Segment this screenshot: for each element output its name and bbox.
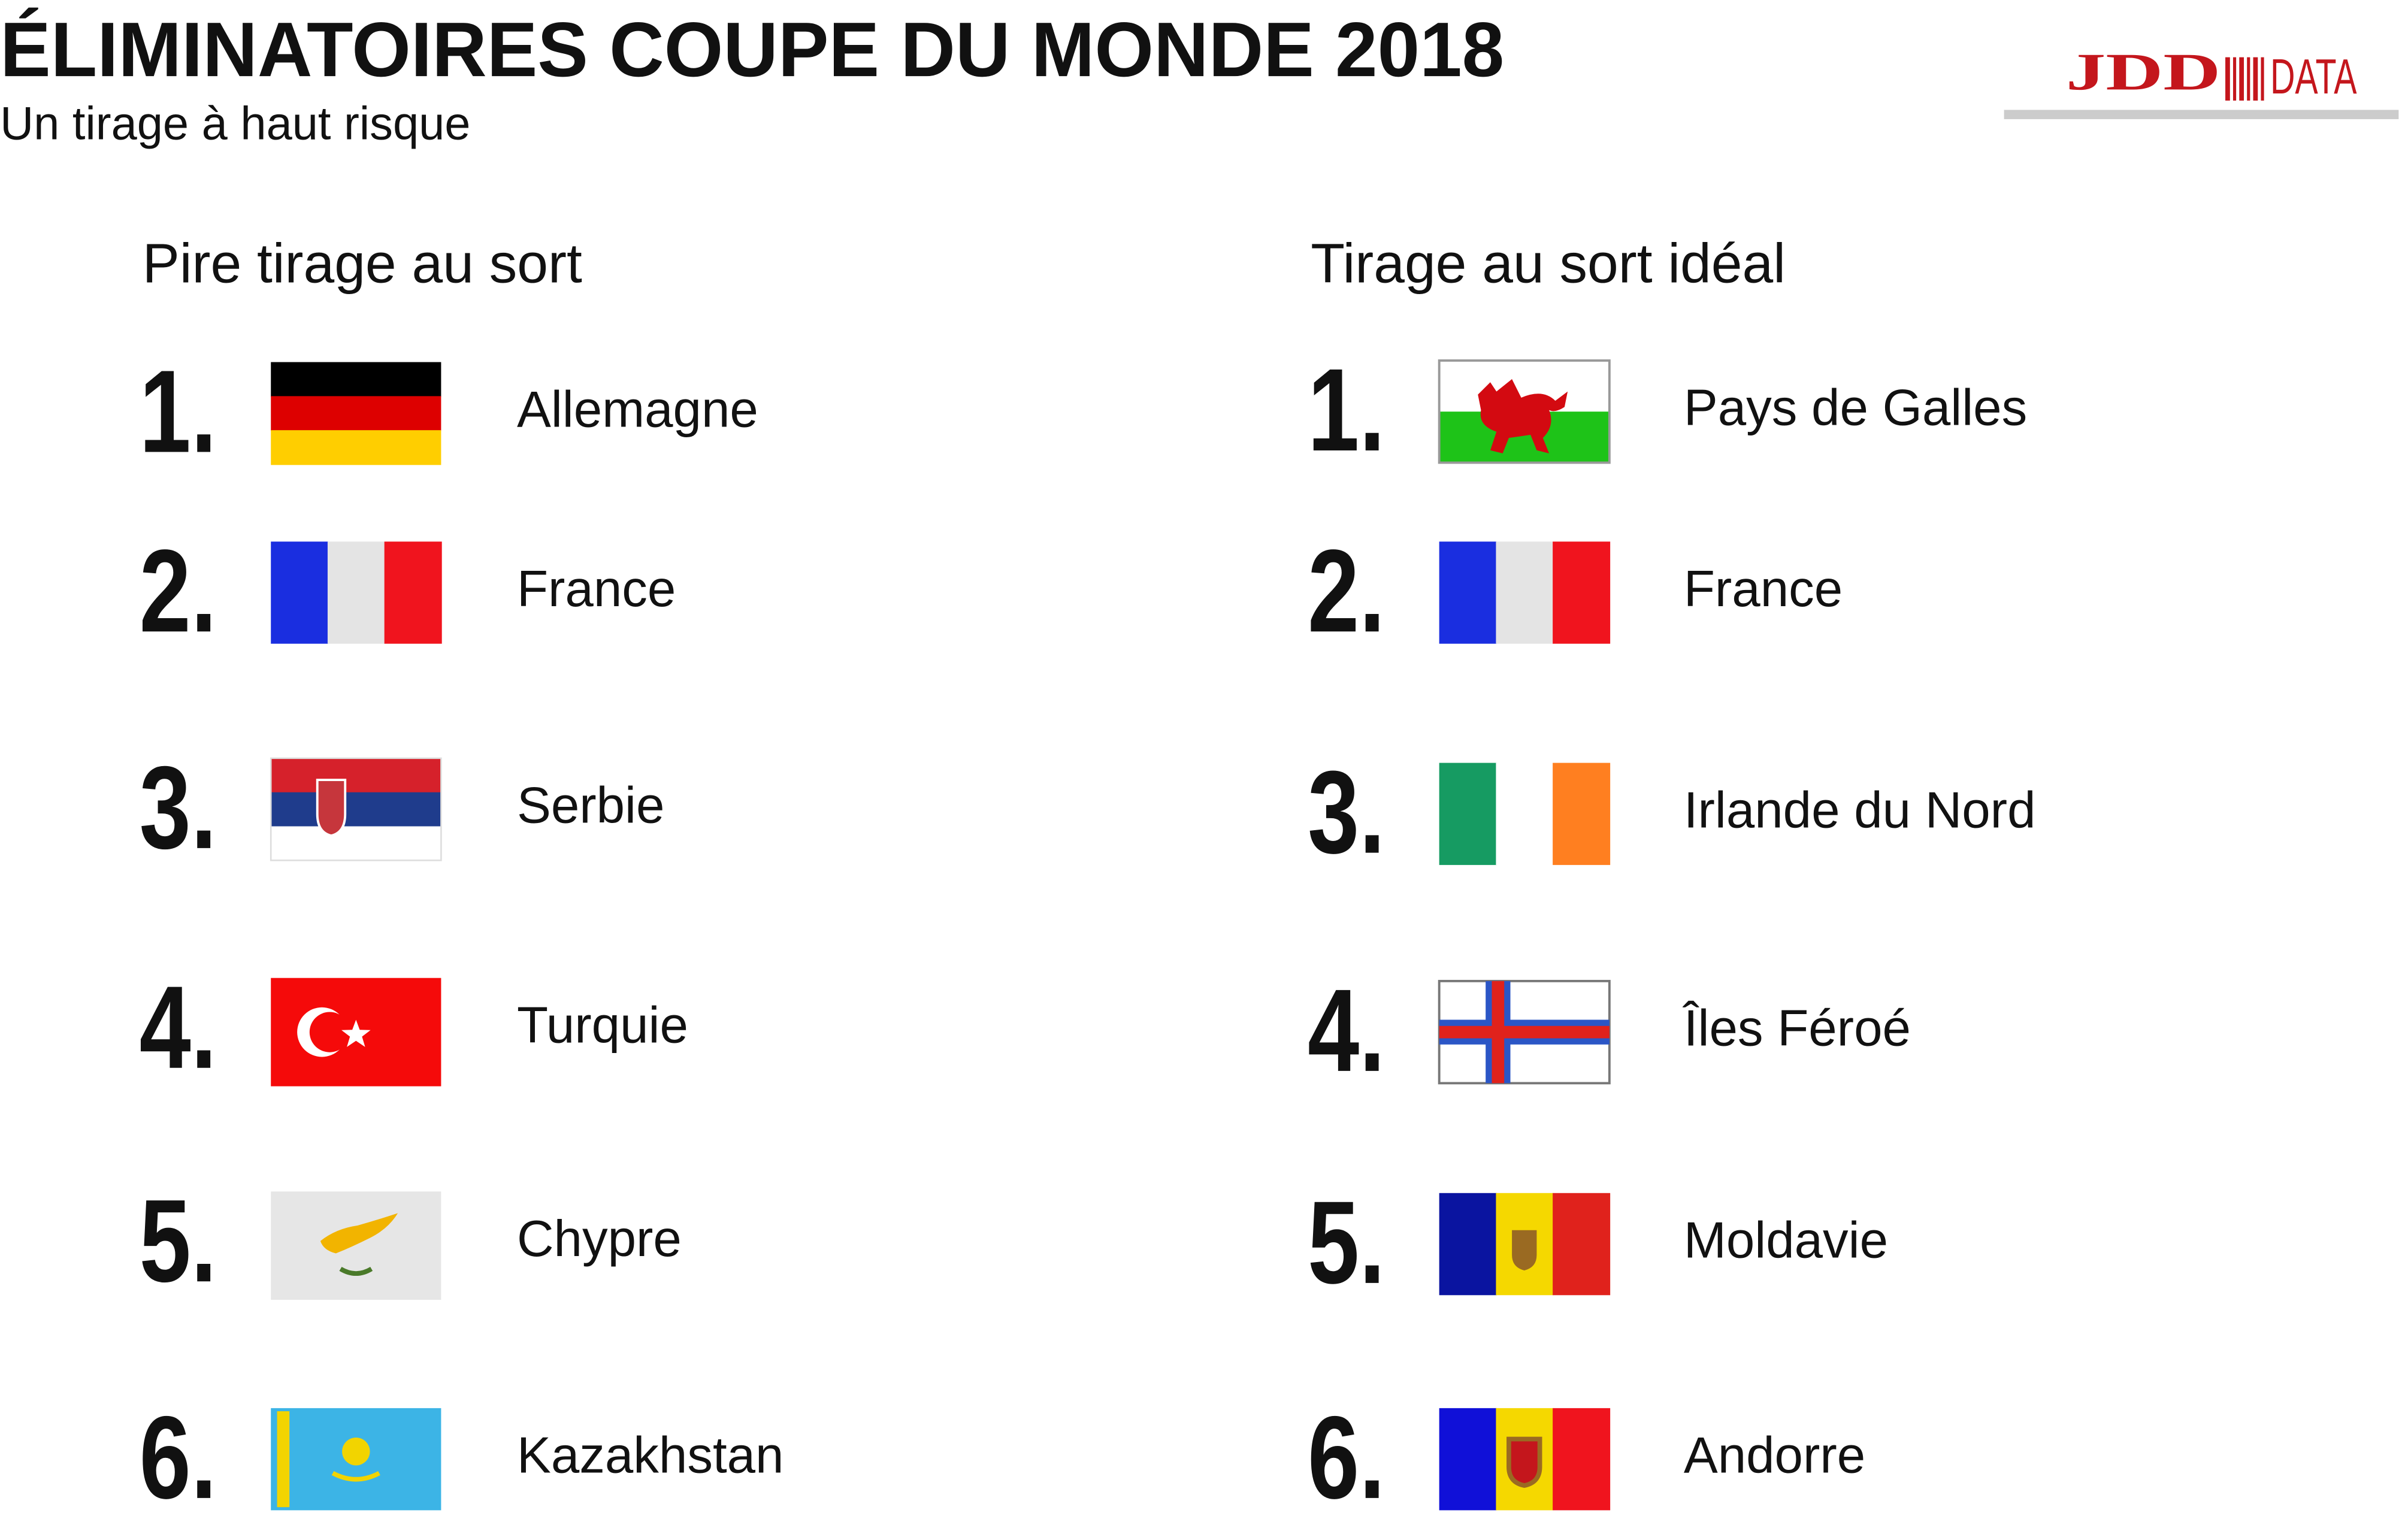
country-name: Allemagne <box>517 381 758 438</box>
flag-part <box>271 826 441 861</box>
country-name: Pays de Galles <box>1684 380 2027 437</box>
flag <box>1439 1408 1611 1511</box>
country-name: Turquie <box>517 997 688 1054</box>
ranking-row: 3. Irlande du Nord <box>1308 746 2035 878</box>
rank: 3. <box>1308 746 1385 878</box>
ranking-row: 6. Kazakhstan <box>140 1391 784 1523</box>
flag-part <box>1496 763 1554 866</box>
logo-suffix: DATA <box>2270 49 2357 104</box>
rank: 6. <box>140 1391 217 1523</box>
rank: 3. <box>140 742 217 873</box>
logo: JDD <box>2066 43 2221 101</box>
country-name: Moldavie <box>1684 1212 1888 1269</box>
ranking-row: 1. Pays de Galles <box>1308 344 2027 476</box>
ranking-row: 5. Moldavie <box>1308 1176 1888 1308</box>
flag <box>1439 763 1611 866</box>
rank: 6. <box>1308 1391 1385 1523</box>
country-name: Îles Féroé <box>1683 1000 1911 1057</box>
country-name: Chypre <box>517 1211 682 1267</box>
rank: 5. <box>1308 1176 1385 1308</box>
flag <box>1438 979 1611 1085</box>
flag <box>271 1191 441 1300</box>
flag-part <box>341 1019 371 1047</box>
title: ÉLIMINATOIRES COUPE DU MONDE 2018 <box>0 7 1504 93</box>
flag-part <box>1553 1193 1611 1296</box>
rank: 4. <box>1308 964 1385 1096</box>
rank: 2. <box>1308 525 1385 656</box>
country-name: Serbie <box>517 777 664 834</box>
list-heading: Tirage au sort idéal <box>1311 232 1786 294</box>
rank: 1. <box>1308 344 1385 476</box>
flag-part <box>1439 1193 1497 1296</box>
flag-part <box>271 396 441 431</box>
flag-part <box>1478 379 1568 453</box>
flag <box>271 541 442 644</box>
flag-part <box>271 792 441 827</box>
ranking-row: 3. Serbie <box>140 742 665 873</box>
country-name: France <box>1684 561 1843 618</box>
flag-part <box>271 758 441 793</box>
flag <box>1439 1193 1611 1296</box>
subtitle: Un tirage à haut risque <box>0 98 470 149</box>
flag-part <box>271 541 329 644</box>
ranking-list: Pire tirage au sort 1. Allemagne 2. France 3.… <box>140 232 784 1523</box>
flag <box>271 1408 441 1511</box>
flag-emblem <box>316 779 347 837</box>
flag-part <box>320 1213 398 1254</box>
ranking-row: 4. Turquie <box>140 961 688 1093</box>
flag-part <box>1439 1025 1610 1039</box>
flag <box>270 757 442 861</box>
flag-part <box>277 1411 290 1508</box>
logo-shadow <box>2004 110 2399 119</box>
country-name: Irlande du Nord <box>1684 782 2036 839</box>
ranking-row: 2. France <box>1308 525 1843 656</box>
ranking-row: 6. Andorre <box>1308 1391 1865 1523</box>
flag-part <box>342 1437 370 1466</box>
flag <box>1439 541 1611 644</box>
flag <box>271 978 441 1087</box>
flag-part <box>331 1471 380 1482</box>
rank: 4. <box>140 961 217 1093</box>
rank: 5. <box>140 1175 217 1306</box>
list-heading: Pire tirage au sort <box>143 232 582 294</box>
flag-part <box>1439 541 1497 644</box>
flag-part <box>309 1012 350 1052</box>
rank: 2. <box>140 525 217 656</box>
rank: 1. <box>140 346 217 477</box>
flag-part <box>384 541 442 644</box>
ranking-row: 4. Îles Féroé <box>1308 964 1911 1096</box>
flag-part <box>1553 541 1611 644</box>
flag-emblem <box>1512 1230 1537 1270</box>
flag <box>1438 359 1611 464</box>
flag-part <box>1553 763 1611 866</box>
country-name: France <box>517 561 676 618</box>
flag-emblem <box>1506 1436 1542 1488</box>
flag-part <box>339 1266 373 1276</box>
flag <box>271 362 441 465</box>
flag-part <box>271 430 441 465</box>
flag-part <box>1439 763 1497 866</box>
flag-border <box>270 757 442 861</box>
flag-part <box>1439 1408 1497 1511</box>
ranking-row: 2. France <box>140 525 676 656</box>
flag-part <box>327 541 385 644</box>
flag-part <box>271 362 441 397</box>
flag-border <box>1438 359 1611 464</box>
ranking-row: 5. Chypre <box>140 1175 682 1306</box>
flag-part <box>271 1191 441 1300</box>
ranking-list: Tirage au sort idéal 1. Pays de Galles 2. Fr… <box>1308 232 2035 1523</box>
logo-bars <box>2225 57 2264 101</box>
lists: Pire tirage au sort 1. Allemagne 2. France 3.… <box>140 232 2036 1523</box>
country-name: Andorre <box>1684 1427 1865 1484</box>
flag-part <box>1496 541 1554 644</box>
ranking-row: 1. Allemagne <box>140 346 758 477</box>
country-name: Kazakhstan <box>517 1427 783 1484</box>
flag-part <box>1553 1408 1611 1511</box>
